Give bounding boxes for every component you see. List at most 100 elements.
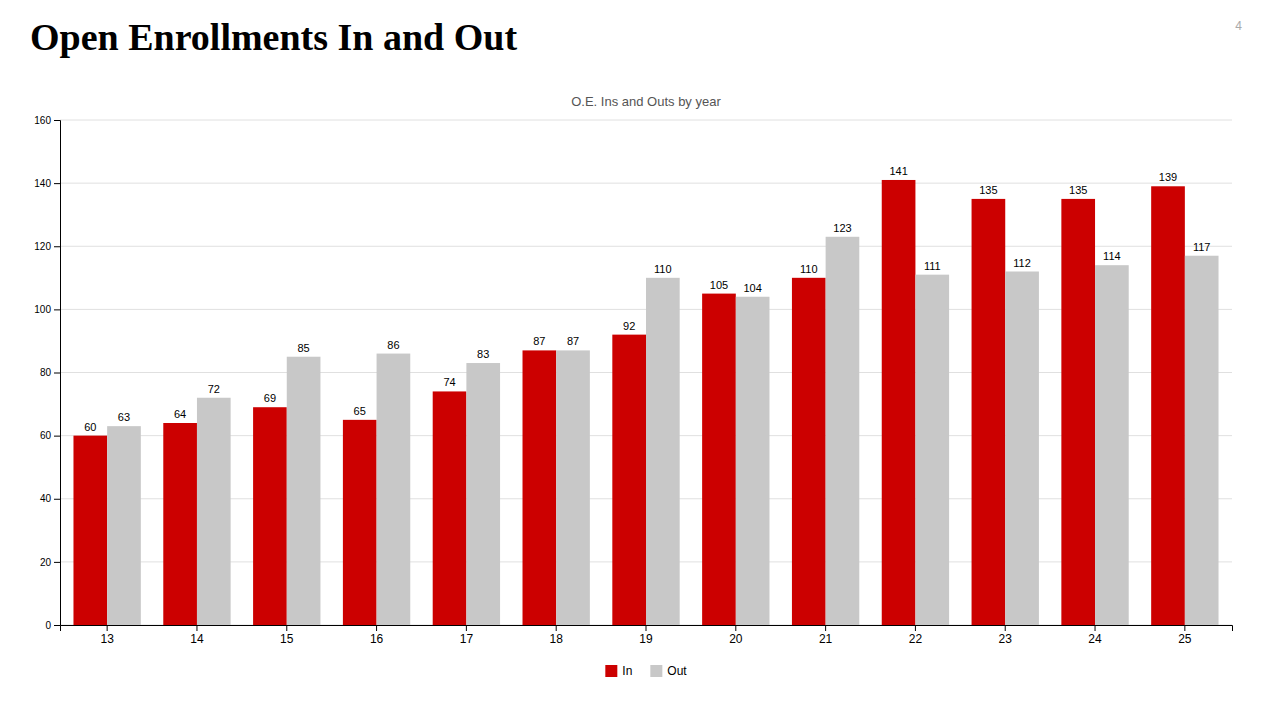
- bar: [343, 420, 377, 625]
- y-tick-label: 80: [40, 367, 52, 378]
- x-tick-label: 13: [100, 632, 114, 646]
- bar: [163, 423, 197, 625]
- y-tick: 100: [34, 304, 60, 315]
- bar: [1095, 265, 1129, 625]
- y-tick-label: 40: [40, 493, 52, 504]
- x-tick-label: 25: [1178, 632, 1192, 646]
- y-tick: 60: [40, 430, 60, 441]
- y-tick-mark: [54, 373, 60, 374]
- x-tick-label: 18: [550, 632, 564, 646]
- data-label: 117: [1193, 241, 1211, 253]
- data-label: 87: [567, 335, 579, 347]
- data-label: 74: [443, 376, 455, 388]
- data-label: 110: [800, 263, 818, 275]
- data-label: 60: [84, 421, 96, 433]
- bar: [915, 275, 949, 625]
- y-tick: 20: [40, 557, 60, 568]
- legend-item: Out: [650, 664, 687, 678]
- chart: Open Enrollments In and Out4O.E. Ins and…: [0, 0, 1272, 705]
- data-label: 141: [889, 165, 907, 177]
- legend-item: In: [605, 664, 632, 678]
- x-axis: 13 14 15 16 17 18 19 20 21 22 23 24 25: [61, 625, 1233, 646]
- bar: [253, 407, 287, 625]
- bar: [972, 199, 1006, 625]
- bar: [702, 294, 736, 625]
- x-tick-mark: [107, 625, 108, 631]
- data-labels: 6064696574879210511014113513513963728586…: [84, 165, 1210, 433]
- x-tick-label: 23: [999, 632, 1013, 646]
- x-tick: 15: [280, 625, 294, 646]
- data-label: 123: [833, 222, 851, 234]
- x-tick: 24: [1088, 625, 1102, 646]
- data-label: 112: [1013, 257, 1031, 269]
- x-tick-mark: [735, 625, 736, 631]
- data-label: 86: [387, 339, 399, 351]
- bar: [612, 335, 646, 625]
- x-tick: 20: [729, 625, 743, 646]
- x-tick-label: 14: [190, 632, 204, 646]
- data-label: 83: [477, 348, 489, 360]
- data-label: 111: [924, 260, 941, 272]
- bar: [73, 436, 107, 625]
- legend-swatch: [605, 665, 617, 677]
- legend-label: Out: [667, 664, 687, 678]
- x-tick-mark: [466, 625, 467, 631]
- data-label: 69: [264, 392, 276, 404]
- data-label: 87: [533, 335, 545, 347]
- x-tick-mark: [1184, 625, 1185, 631]
- bar: [287, 357, 321, 625]
- plot: O.E. Ins and Outs by year020406080100120…: [34, 94, 1232, 646]
- y-tick: 140: [34, 178, 60, 189]
- x-tick: 23: [999, 625, 1013, 646]
- bar: [736, 297, 770, 625]
- data-label: 64: [174, 408, 186, 420]
- data-label: 135: [979, 184, 997, 196]
- data-label: 65: [354, 405, 366, 417]
- y-tick-mark: [54, 246, 60, 247]
- grid-line: [60, 120, 1232, 121]
- bar: [1005, 272, 1039, 626]
- y-tick: 160: [34, 115, 60, 126]
- data-label: 92: [623, 320, 635, 332]
- y-tick: 40: [40, 493, 60, 504]
- y-tick-mark: [54, 562, 60, 563]
- y-tick-label: 160: [34, 115, 51, 126]
- x-tick: 14: [190, 625, 204, 646]
- data-label: 104: [743, 282, 761, 294]
- x-tick-mark: [646, 625, 647, 631]
- x-tick: 13: [100, 625, 114, 646]
- x-tick-label: 16: [370, 632, 384, 646]
- bar: [646, 278, 680, 625]
- x-tick-mark: [196, 625, 197, 631]
- series: [107, 237, 1218, 625]
- bar: [377, 354, 411, 625]
- x-tick: 17: [460, 625, 474, 646]
- x-tick-label: 22: [909, 632, 923, 646]
- x-tick-mark: [556, 625, 557, 631]
- y-tick-label: 20: [40, 557, 52, 568]
- grid-line: [60, 246, 1232, 247]
- y-axis-line: [54, 121, 61, 626]
- grid-line: [60, 183, 1232, 184]
- data-label: 63: [118, 411, 130, 423]
- bar: [433, 391, 467, 625]
- bar: [466, 363, 500, 625]
- x-tick: 25: [1178, 625, 1192, 646]
- x-tick-mark: [915, 625, 916, 631]
- y-tick: 0: [45, 620, 60, 631]
- y-tick-label: 60: [40, 430, 52, 441]
- y-tick-mark: [54, 120, 60, 121]
- x-tick-mark: [1005, 625, 1006, 631]
- y-tick-mark: [54, 625, 60, 626]
- bar: [107, 426, 141, 625]
- x-tick: 21: [819, 625, 833, 646]
- data-label: 85: [297, 342, 309, 354]
- bar: [1061, 199, 1095, 625]
- bar: [1185, 256, 1219, 625]
- x-tick: 19: [639, 625, 653, 646]
- data-label: 135: [1069, 184, 1087, 196]
- data-label: 72: [208, 383, 220, 395]
- x-tick-mark: [825, 625, 826, 631]
- legend-label: In: [622, 664, 632, 678]
- y-tick: 120: [34, 241, 60, 252]
